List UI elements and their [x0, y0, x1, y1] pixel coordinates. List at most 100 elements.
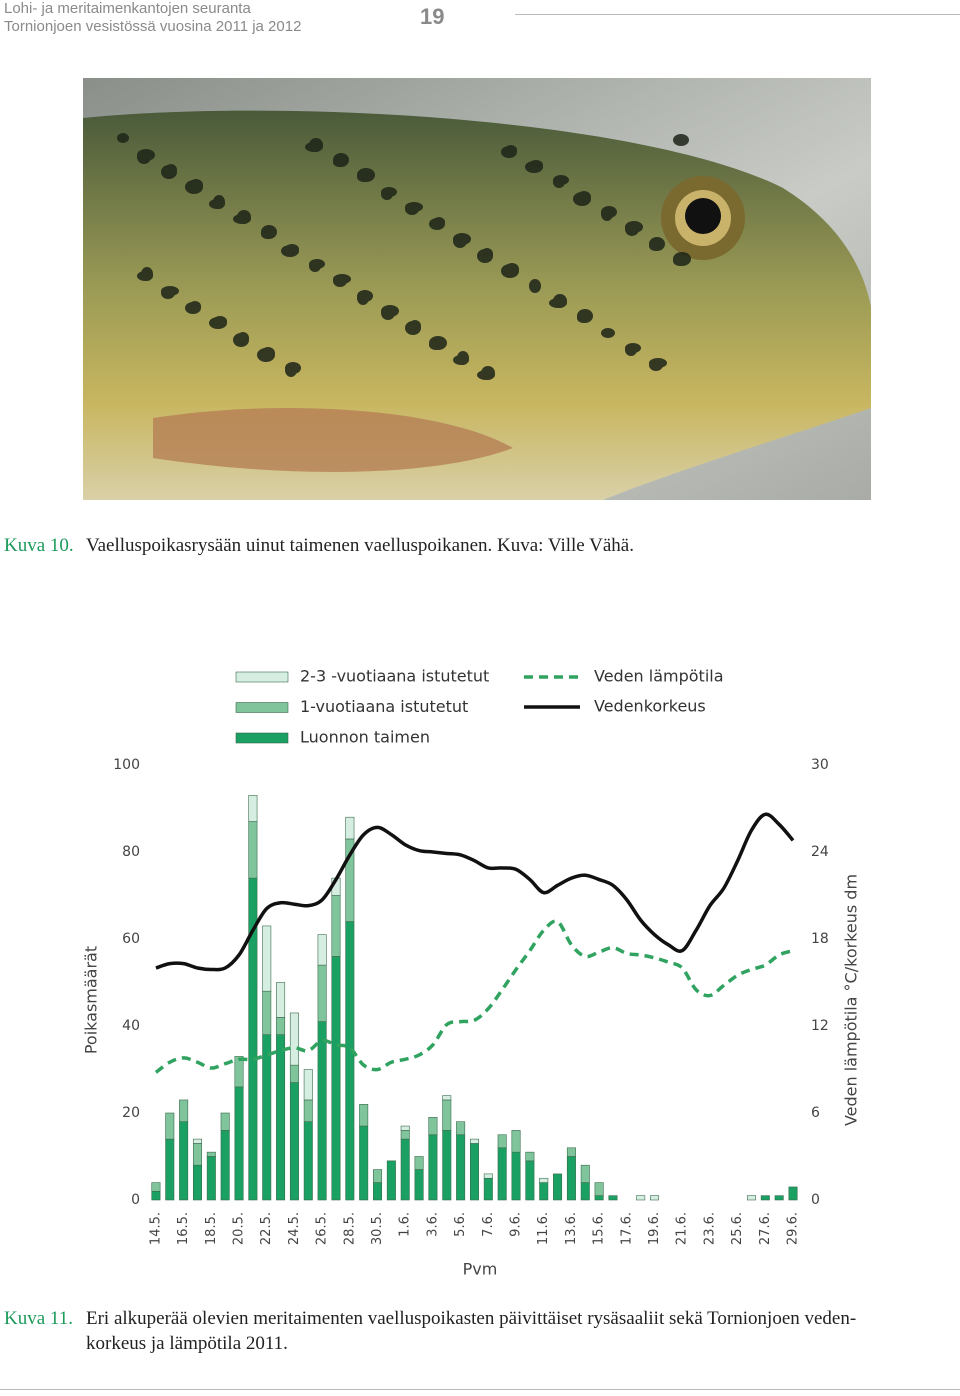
- bar-segment: [262, 990, 272, 1036]
- bar-segment: [151, 1191, 161, 1201]
- bar-segment: [456, 1134, 466, 1201]
- bar-segment: [179, 1099, 189, 1122]
- spot: [161, 165, 177, 179]
- figure-caption: Kuva 10. Vaelluspoikasrysään uinut taimen…: [4, 533, 634, 558]
- spot: [281, 245, 299, 257]
- bar-segment: [400, 1125, 410, 1131]
- bar-segment: [483, 1177, 493, 1201]
- spot: [673, 256, 687, 266]
- spot: [477, 370, 495, 380]
- spot: [233, 333, 249, 347]
- bar-segment: [553, 1173, 563, 1201]
- y-tick-label: 0: [131, 1192, 140, 1208]
- bar-segment: [220, 1112, 230, 1131]
- bar-segment: [525, 1160, 535, 1201]
- bar-segment: [331, 956, 341, 1201]
- bar-segment: [442, 1099, 452, 1131]
- spot: [209, 317, 227, 329]
- bar-segment: [442, 1130, 452, 1201]
- bar-segment: [359, 1125, 369, 1201]
- spot: [477, 249, 493, 263]
- y-tick-label: 100: [113, 757, 140, 773]
- y-tick-label: 20: [122, 1105, 140, 1121]
- spot: [257, 348, 275, 362]
- bar-segment: [428, 1117, 438, 1136]
- y-tick-label: 40: [122, 1018, 140, 1034]
- legend-label: Vedenkorkeus: [594, 697, 706, 716]
- bar-segment: [414, 1156, 424, 1170]
- legend: 2-3 -vuotiaana istutetut 1-vuotiaana istu…: [235, 667, 724, 747]
- figure-caption: Kuva 11. Eri alkuperää olevien meritaime…: [4, 1306, 856, 1356]
- spot: [285, 363, 297, 377]
- x-tick-label: 28.5.: [342, 1212, 357, 1245]
- x-tick-label: 20.5.: [232, 1212, 247, 1245]
- spot: [381, 306, 395, 320]
- x-tick-label: 11.6.: [536, 1212, 551, 1245]
- bar-segment: [165, 1112, 175, 1140]
- bar-segment: [276, 1034, 286, 1201]
- spot: [185, 302, 201, 314]
- spot: [501, 146, 517, 158]
- line-series: [154, 919, 794, 1074]
- bar-segment: [317, 964, 327, 1022]
- spot: [429, 340, 443, 350]
- x-tick-label: 16.5.: [176, 1212, 191, 1245]
- spot: [233, 214, 251, 224]
- bar-segment: [234, 1056, 244, 1088]
- bar-segment: [234, 1086, 244, 1201]
- spot: [305, 142, 323, 152]
- bar-segment: [220, 1130, 230, 1201]
- bar-segment: [179, 1121, 189, 1201]
- y-tick-label: 80: [122, 844, 140, 860]
- x-tick-label: 7.6.: [481, 1212, 496, 1237]
- bar-segment: [608, 1195, 618, 1201]
- spot: [625, 222, 639, 236]
- spot: [429, 218, 445, 230]
- y2-tick-label: 6: [811, 1105, 820, 1121]
- x-tick-label: 15.6.: [592, 1212, 607, 1245]
- bar-segment: [594, 1195, 604, 1201]
- bar-segment: [289, 1064, 299, 1083]
- x-tick-label: 22.5.: [259, 1212, 274, 1245]
- figure-label: Kuva 10.: [4, 535, 74, 556]
- x-tick-label: 18.5.: [204, 1212, 219, 1245]
- legend-label: 1-vuotiaana istutetut: [300, 697, 468, 716]
- bar-segment: [525, 1151, 535, 1162]
- bar-segment: [469, 1143, 479, 1201]
- bar-segment: [386, 1160, 396, 1201]
- bar-segment: [331, 895, 341, 957]
- bar-segment: [248, 821, 258, 879]
- caption-text: Eri alkuperää olevien meritaimenten vael…: [86, 1306, 856, 1356]
- bar-segment: [248, 795, 258, 822]
- bar-segment: [206, 1151, 216, 1157]
- spot: [601, 207, 613, 221]
- x-tick-label: 24.5.: [287, 1212, 302, 1245]
- bar-segment: [760, 1195, 770, 1201]
- y2-tick-label: 24: [811, 844, 829, 860]
- bar-segment: [580, 1182, 590, 1201]
- bar-segment: [400, 1138, 410, 1201]
- x-tick-label: 13.6.: [564, 1212, 579, 1245]
- spot: [405, 203, 419, 215]
- bar-segment: [511, 1130, 521, 1153]
- bar-segment: [262, 925, 272, 992]
- spot: [381, 188, 393, 200]
- bar-segment: [774, 1195, 784, 1201]
- spot: [453, 234, 467, 248]
- x-tick-label: 21.6.: [675, 1212, 690, 1245]
- spot: [333, 275, 347, 287]
- spot: [529, 279, 541, 293]
- bar-segment: [317, 1021, 327, 1201]
- figure-label: Kuva 11.: [4, 1308, 73, 1329]
- bar-segment: [469, 1138, 479, 1144]
- bar-segment: [303, 1069, 313, 1101]
- bar-segment: [373, 1182, 383, 1201]
- bar-segment: [539, 1177, 549, 1183]
- header-line: Tornionjoen vesistössä vuosina 2011 ja 2…: [4, 18, 302, 35]
- header-rule: [515, 14, 960, 15]
- bar-segment: [539, 1182, 549, 1201]
- bar-segment: [594, 1182, 604, 1196]
- spot: [161, 287, 175, 299]
- bar-segment: [345, 816, 355, 840]
- bar-segment: [456, 1121, 466, 1136]
